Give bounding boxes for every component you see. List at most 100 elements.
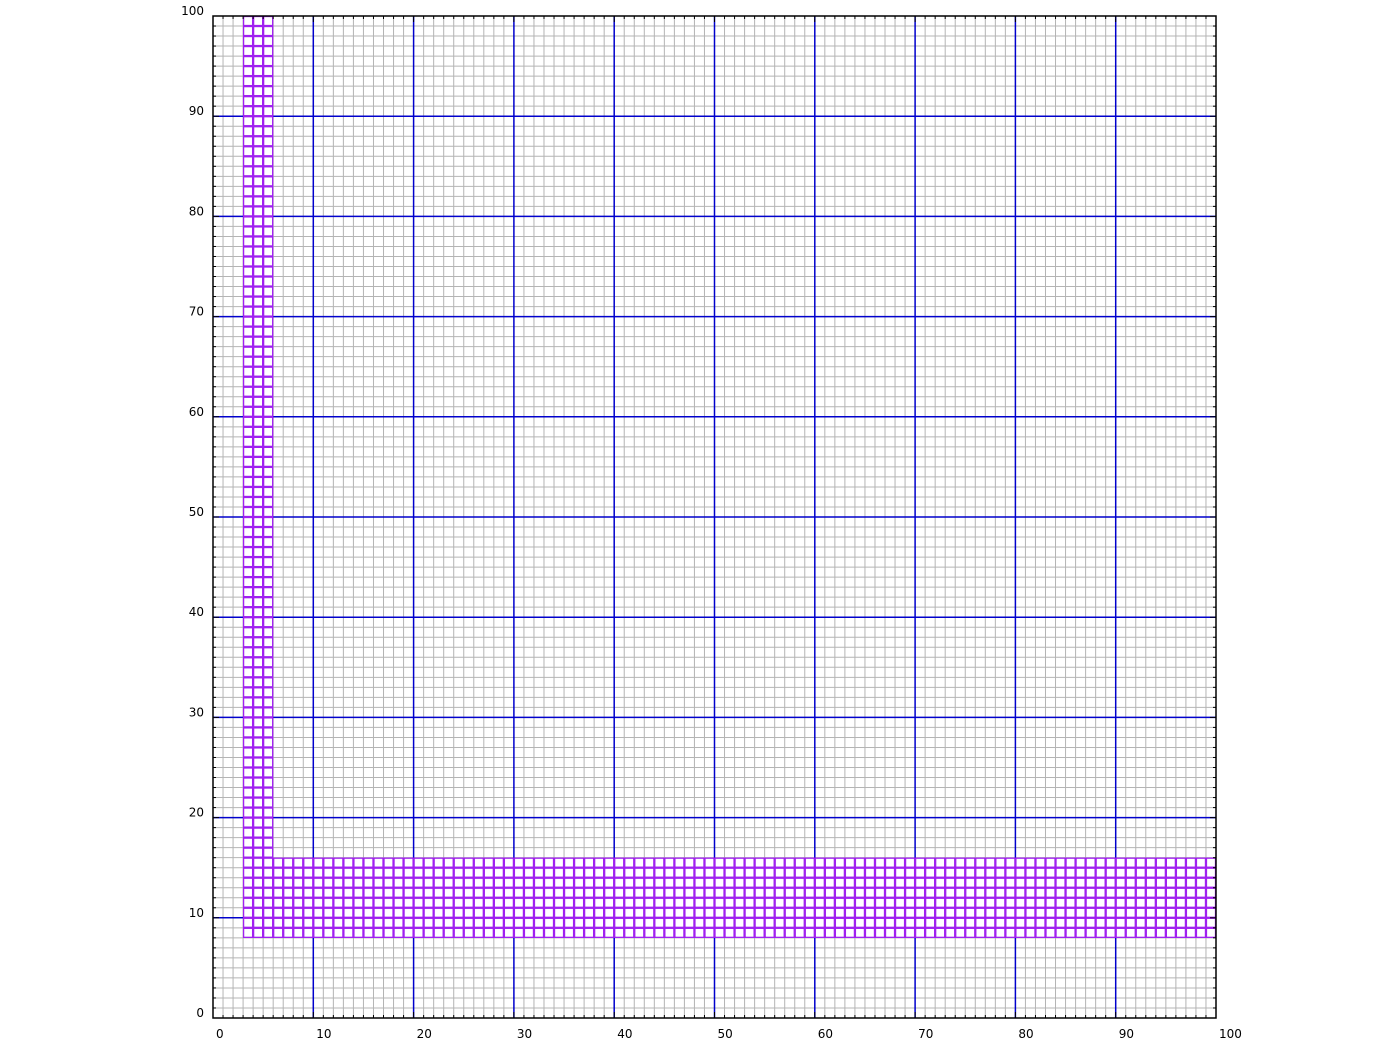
region-cell <box>423 867 434 878</box>
region-cell <box>533 857 545 868</box>
region-cell <box>834 897 846 908</box>
region-cell <box>754 907 765 918</box>
region-cell <box>1075 907 1086 918</box>
region-cell <box>363 857 374 868</box>
y-tick-label: 70 <box>189 305 204 319</box>
region-cell <box>995 887 1006 898</box>
region-cell <box>503 877 515 888</box>
region-cell <box>403 867 414 878</box>
region-cell <box>242 526 254 538</box>
region-cell <box>1085 907 1096 918</box>
region-cell <box>523 897 535 908</box>
region-cell <box>242 366 254 377</box>
region-cell <box>252 657 264 668</box>
region-cell <box>864 857 876 868</box>
region-cell <box>262 727 274 738</box>
region-cell <box>985 897 996 908</box>
region-cell <box>252 887 264 898</box>
region-cell <box>1045 907 1056 918</box>
region-cell <box>945 897 956 908</box>
region-cell <box>844 877 856 888</box>
region-cell <box>383 917 394 928</box>
region-cell <box>634 877 645 888</box>
region-cell <box>252 907 264 918</box>
region-cell <box>553 867 565 878</box>
region-cell <box>252 106 264 117</box>
region-cell <box>303 897 314 908</box>
region-cell <box>262 65 274 77</box>
x-tick-label: 10 <box>316 1027 331 1041</box>
region-cell <box>935 927 946 938</box>
region-cell <box>854 917 866 928</box>
region-cell <box>804 917 815 928</box>
region-cell <box>242 797 254 808</box>
region-cell <box>664 867 675 878</box>
region-cell <box>834 927 846 938</box>
region-cell <box>1045 867 1056 878</box>
region-cell <box>252 787 264 798</box>
region-cell <box>262 376 274 387</box>
region-cell <box>1145 907 1156 918</box>
region-cell <box>273 907 284 918</box>
region-cell <box>684 897 695 908</box>
region-cell <box>252 426 264 437</box>
region-cell <box>252 827 264 838</box>
region-cell <box>252 376 264 387</box>
region-cell <box>995 867 1006 878</box>
region-cell <box>593 867 605 878</box>
region-cell <box>1095 867 1106 878</box>
region-cell <box>604 917 615 928</box>
region-cell <box>373 877 384 888</box>
region-cell <box>473 867 484 878</box>
region-cell <box>413 877 424 888</box>
region-cell <box>1135 877 1146 888</box>
region-cell <box>262 837 274 848</box>
region-cell <box>654 887 665 898</box>
region-cell <box>694 887 705 898</box>
region-cell <box>754 897 765 908</box>
region-cell <box>503 897 515 908</box>
x-tick-label: 60 <box>818 1027 833 1041</box>
region-cell <box>242 246 254 257</box>
region-cell <box>804 897 815 908</box>
region-cell <box>463 897 474 908</box>
region-cell <box>343 917 354 928</box>
region-cell <box>262 757 274 768</box>
region-cell <box>924 867 936 878</box>
region-cell <box>393 857 404 868</box>
region-cell <box>1115 907 1126 918</box>
region-cell <box>935 887 946 898</box>
region-cell <box>252 857 264 868</box>
region-cell <box>473 927 484 938</box>
region-cell <box>995 857 1006 868</box>
region-cell <box>563 877 575 888</box>
region-cell <box>252 917 264 928</box>
region-cell <box>1105 877 1116 888</box>
region-cell <box>252 85 264 97</box>
region-cell <box>614 917 625 928</box>
region-cell <box>1005 887 1016 898</box>
region-cell <box>293 917 304 928</box>
region-cell <box>393 877 404 888</box>
region-cell <box>1005 897 1016 908</box>
region-cell <box>283 917 294 928</box>
region-cell <box>523 917 535 928</box>
region-cell <box>483 917 494 928</box>
region-cell <box>343 877 354 888</box>
region-cell <box>824 877 836 888</box>
region-cell <box>1005 907 1016 918</box>
region-cell <box>784 857 795 868</box>
region-cell <box>624 907 635 918</box>
region-cell <box>774 867 785 878</box>
region-cell <box>1105 887 1116 898</box>
region-cell <box>694 877 705 888</box>
region-cell <box>1015 857 1026 868</box>
region-cell <box>1105 867 1116 878</box>
region-cell <box>654 917 665 928</box>
region-cell <box>644 867 655 878</box>
region-cell <box>543 887 555 898</box>
region-cell <box>945 927 956 938</box>
region-cell <box>884 917 896 928</box>
region-cell <box>1165 907 1177 918</box>
region-cell <box>252 466 264 478</box>
